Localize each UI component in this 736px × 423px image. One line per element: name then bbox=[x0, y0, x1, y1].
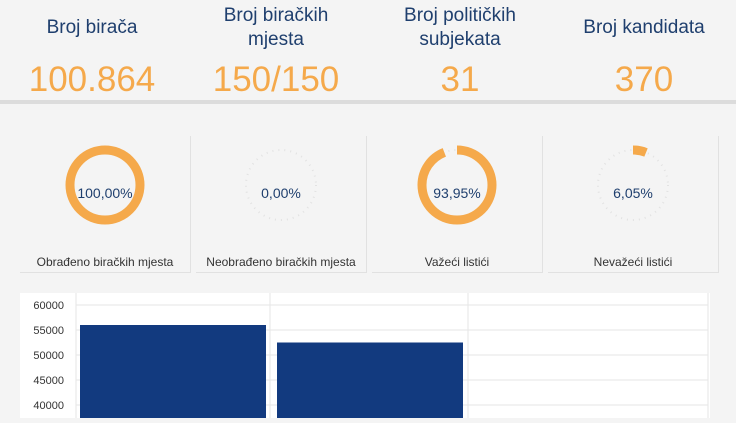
gauge-label: Neobrađeno biračkih mjesta bbox=[206, 255, 356, 269]
stat-label-line: subjekata bbox=[419, 29, 501, 50]
bar-chart: 60000 55000 50000 45000 40000 bbox=[20, 293, 710, 418]
gauge-valid-ballots: 93,95% Važeći listići bbox=[372, 136, 543, 273]
gauge-percent: 6,05% bbox=[613, 185, 653, 201]
y-tick-label: 45000 bbox=[33, 375, 64, 387]
y-tick-label: 40000 bbox=[33, 400, 64, 412]
gauge-arc bbox=[593, 145, 673, 225]
bar[interactable] bbox=[80, 325, 266, 418]
bar-chart-svg: 60000 55000 50000 45000 40000 bbox=[20, 293, 710, 418]
y-tick-label: 50000 bbox=[33, 350, 64, 362]
gauge-percent: 93,95% bbox=[433, 185, 481, 201]
gauge-unprocessed: 0,00% Neobrađeno biračkih mjesta bbox=[196, 136, 367, 273]
stat-value: 31 bbox=[440, 60, 480, 99]
gauge-track bbox=[245, 149, 317, 221]
gauges-row: 100,00% Obrađeno biračkih mjesta 0,00% N… bbox=[0, 136, 736, 274]
divider bbox=[0, 100, 736, 104]
stat-label-line: mjesta bbox=[248, 29, 304, 50]
gauge-track bbox=[597, 149, 669, 221]
stat-label: Broj birača bbox=[0, 4, 184, 52]
gauge-arc bbox=[65, 145, 145, 225]
y-tick-label: 55000 bbox=[33, 325, 64, 337]
stat-label-line: Broj kandidata bbox=[583, 17, 705, 38]
bar[interactable] bbox=[277, 342, 463, 419]
stat-value: 370 bbox=[614, 60, 674, 99]
gauge-arc bbox=[417, 145, 497, 225]
gauge-ring bbox=[245, 149, 317, 221]
gauge-label: Obrađeno biračkih mjesta bbox=[36, 255, 174, 269]
stats-header: Broj birača 100.864 Broj biračkih mjesta … bbox=[0, 0, 736, 100]
gauge-percent: 100,00% bbox=[77, 185, 133, 201]
gauge-processed: 100,00% Obrađeno biračkih mjesta bbox=[20, 136, 191, 273]
stat-value: 100.864 bbox=[28, 60, 156, 99]
stat-label-line: Broj birača bbox=[46, 17, 138, 38]
stat-value: 150/150 bbox=[212, 60, 340, 99]
y-tick-label: 60000 bbox=[33, 300, 64, 312]
gauge-ring bbox=[417, 145, 497, 225]
gauge-label: Nevažeći listići bbox=[593, 255, 673, 269]
gauge-invalid-ballots: 6,05% Nevažeći listići bbox=[548, 136, 719, 273]
gauge-ring bbox=[65, 145, 145, 225]
gauge-ring bbox=[593, 145, 673, 225]
gauge-percent: 0,00% bbox=[261, 185, 301, 201]
stat-label: Broj biračkih mjesta bbox=[184, 4, 368, 52]
gauge-label: Važeći listići bbox=[424, 255, 490, 269]
stat-label-line: Broj biračkih bbox=[223, 5, 329, 26]
stat-label-line: Broj političkih bbox=[404, 5, 516, 26]
stat-label: Broj kandidata bbox=[552, 4, 736, 52]
stat-label: Broj političkih subjekata bbox=[368, 4, 552, 52]
